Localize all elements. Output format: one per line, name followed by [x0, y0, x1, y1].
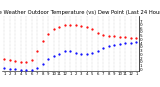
Title: Milwaukee Weather Outdoor Temperature (vs) Dew Point (Last 24 Hours): Milwaukee Weather Outdoor Temperature (v…: [0, 10, 160, 15]
